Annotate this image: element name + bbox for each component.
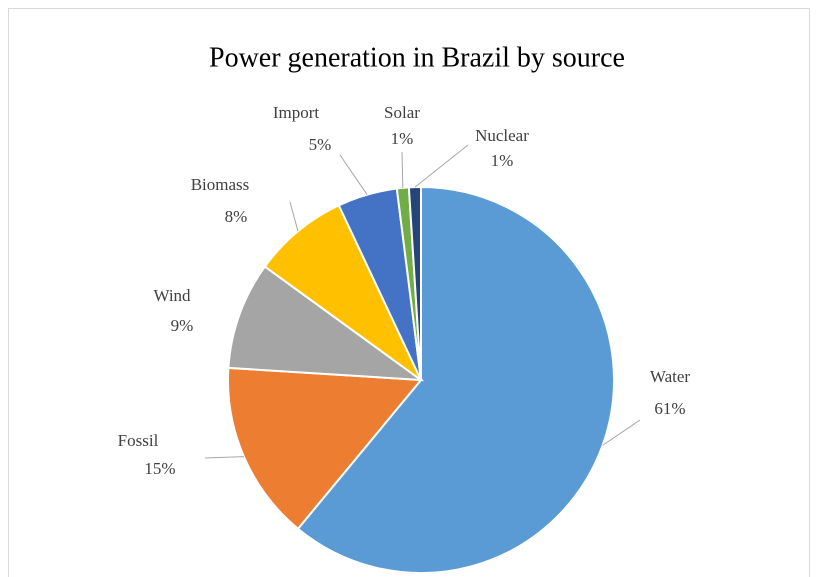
slice-value-label: 1% [391,129,414,148]
slice-value-label: 61% [654,399,685,418]
leader-line [401,151,404,188]
slice-label: Water [650,367,690,386]
slice-label: Import [273,103,320,122]
slice-label: Biomass [191,175,250,194]
slice-value-label: 8% [225,207,248,226]
leader-line [602,419,641,446]
slice-label: Fossil [118,431,159,450]
pie-slice [227,265,425,382]
leader-line [204,456,244,459]
slice-value-label: 15% [144,459,175,478]
slice-label: Solar [384,103,420,122]
slice-label: Wind [153,286,191,305]
slice-value-label: 9% [171,316,194,335]
chart-title: Power generation in Brazil by source [209,42,625,73]
leader-line [289,201,299,232]
slice-value-label: 5% [309,135,332,154]
leader-line [414,144,469,188]
pie-slice [263,204,422,381]
pie-slice [407,185,422,381]
slice-value-label: 1% [491,151,514,170]
pie-slice [296,185,615,574]
slice-label: Nuclear [475,126,529,145]
leader-line [339,154,368,195]
